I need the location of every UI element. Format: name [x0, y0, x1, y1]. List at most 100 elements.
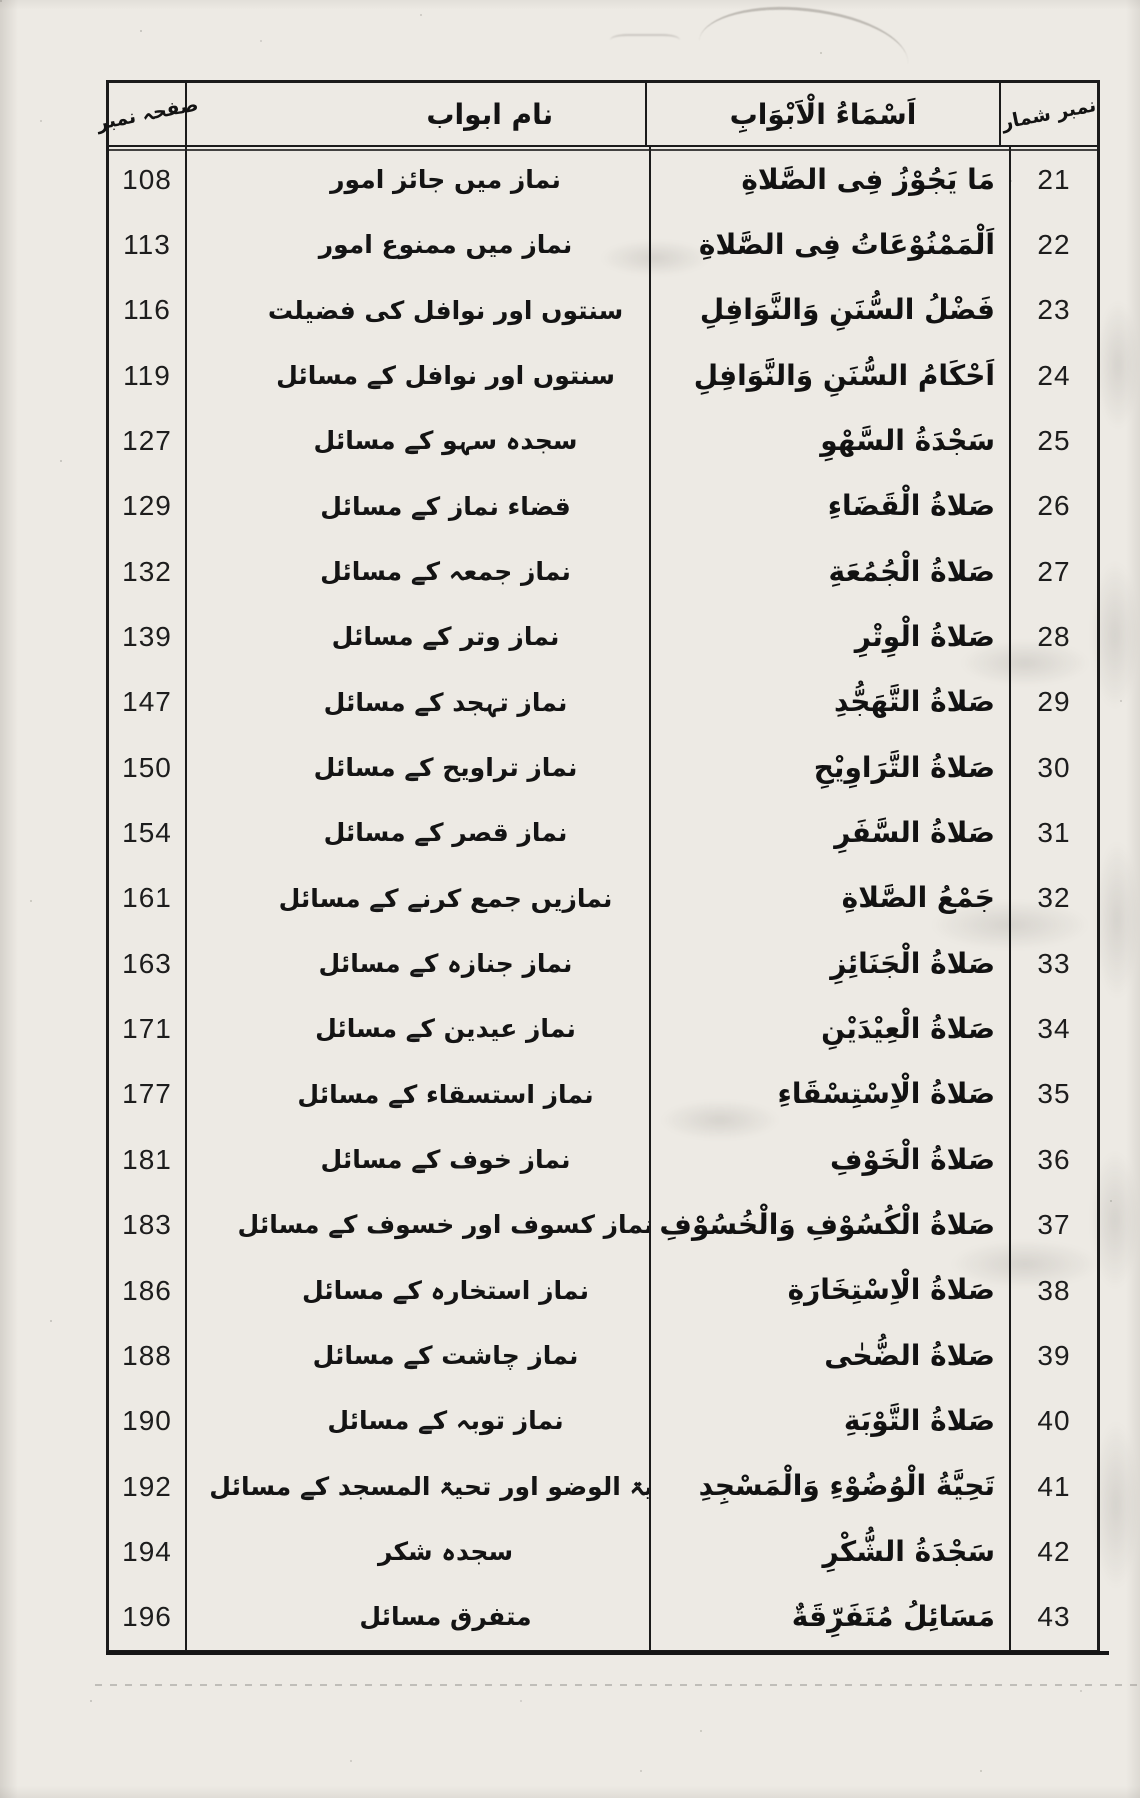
cell-chapter-arabic: صَلاةُ التَّهَجُّدِ: [649, 669, 1009, 736]
chapter-title-arabic: اَلْمَمْنُوْعَاتُ فِى الصَّلاةِ: [698, 227, 995, 261]
chapter-title-urdu: نماز قصر کے مسائل: [323, 818, 568, 848]
cell-chapter-urdu: نماز تہجد کے مسائل: [185, 669, 649, 736]
cell-serial-number: 22: [1009, 212, 1097, 278]
cell-chapter-arabic: صَلاةُ الْكُسُوْفِ وَالْخُسُوْفِ: [649, 1192, 1009, 1258]
cell-chapter-urdu: متفرق مسائل: [185, 1584, 649, 1650]
header-chapter-name-urdu-label: نام ابواب: [426, 97, 554, 131]
chapter-title-arabic: صَلاةُ الْكُسُوْفِ وَالْخُسُوْفِ: [659, 1208, 995, 1242]
header-serial-number: نمبر شمار: [999, 83, 1098, 145]
cell-serial-number: 21: [1009, 147, 1097, 213]
cell-page-number: 186: [109, 1258, 185, 1323]
serial-number: 38: [1037, 1274, 1071, 1306]
toc-table: صفحہ نمبر نام ابواب اَسْمَاءُ الْاَبْوَا…: [94, 80, 1109, 1655]
cell-chapter-urdu: نماز جنازہ کے مسائل: [185, 931, 649, 997]
table-row: 129 قضاء نماز کے مسائل صَلاةُ الْقَضَاءِ…: [109, 473, 1097, 540]
cell-chapter-urdu: نماز میں جائز امور: [185, 147, 649, 213]
table-row: 127 سجدہ سہو کے مسائل سَجْدَةُ السَّهْوِ…: [109, 408, 1097, 474]
serial-number: 32: [1037, 882, 1071, 914]
cell-serial-number: 37: [1009, 1192, 1097, 1258]
cell-chapter-arabic: جَمْعُ الصَّلاةِ: [649, 865, 1009, 932]
chapter-title-arabic: صَلاةُ الْقَضَاءِ: [827, 489, 995, 523]
table-row: 147 نماز تہجد کے مسائل صَلاةُ التَّهَجُّ…: [109, 669, 1097, 736]
chapter-title-arabic: صَلاةُ الْاِسْتِخَارَةِ: [787, 1273, 995, 1307]
serial-number: 31: [1037, 817, 1071, 849]
cell-serial-number: 29: [1009, 669, 1097, 736]
chapter-title-arabic: سَجْدَةُ الشُّكْرِ: [822, 1534, 995, 1568]
cell-page-number: 177: [109, 1062, 185, 1127]
cell-page-number: 116: [109, 278, 185, 343]
serial-number: 30: [1037, 751, 1071, 783]
page-number: 161: [122, 882, 172, 914]
table-row: 116 سنتوں اور نوافل کی فضیلت فَضْلُ السُ…: [109, 277, 1097, 344]
page-number: 150: [122, 751, 172, 783]
cell-page-number: 183: [109, 1193, 185, 1258]
cell-chapter-urdu: قضاء نماز کے مسائل: [185, 473, 649, 540]
chapter-title-arabic: صَلاةُ التَّهَجُّدِ: [834, 685, 995, 719]
scan-echo-line: [95, 1684, 1140, 1686]
serial-number: 21: [1037, 163, 1071, 195]
cell-chapter-arabic: صَلاةُ السَّفَرِ: [649, 800, 1009, 866]
table-row: 171 نماز عیدین کے مسائل صَلاةُ الْعِيْدَ…: [109, 996, 1097, 1062]
table-row: 119 سنتوں اور نوافل کے مسائل اَحْكَامُ ا…: [109, 343, 1097, 409]
table-row: 177 نماز استسقاء کے مسائل صَلاةُ الْاِسْ…: [109, 1061, 1097, 1128]
bleed-through-smudge: [1096, 300, 1140, 430]
cell-chapter-arabic: صَلاةُ الْعِيْدَيْنِ: [649, 996, 1009, 1062]
chapter-title-urdu: قضاء نماز کے مسائل: [320, 491, 571, 521]
cell-serial-number: 30: [1009, 735, 1097, 801]
chapter-title-arabic: جَمْعُ الصَّلاةِ: [841, 881, 995, 915]
page-number: 190: [122, 1405, 172, 1437]
chapter-title-urdu: نماز تہجد کے مسائل: [323, 687, 568, 717]
table-header-row: صفحہ نمبر نام ابواب اَسْمَاءُ الْاَبْوَا…: [94, 83, 1098, 151]
chapter-title-urdu: نماز توبہ کے مسائل: [327, 1406, 564, 1436]
serial-number: 29: [1037, 686, 1071, 718]
page-number: 171: [122, 1013, 172, 1045]
table-row: 161 نمازیں جمع کرنے کے مسائل جَمْعُ الصَ…: [109, 865, 1097, 932]
table-row: 194 سجدہ شکر سَجْدَةُ الشُّكْرِ 42: [109, 1519, 1097, 1585]
page-number: 119: [123, 359, 171, 391]
header-chapter-name-urdu: نام ابواب: [185, 83, 645, 145]
cell-chapter-arabic: صَلاةُ الْاِسْتِسْقَاءِ: [649, 1061, 1009, 1128]
chapter-title-urdu: متفرق مسائل: [359, 1602, 532, 1632]
chapter-title-arabic: صَلاةُ الْوِتْرِ: [854, 619, 995, 653]
chapter-title-urdu: نماز چاشت کے مسائل: [312, 1341, 579, 1371]
cell-serial-number: 35: [1009, 1061, 1097, 1128]
cell-serial-number: 24: [1009, 343, 1097, 409]
cell-serial-number: 27: [1009, 539, 1097, 605]
page-number: 147: [122, 686, 172, 718]
chapter-title-urdu: نماز استخارہ کے مسائل: [301, 1275, 590, 1305]
chapter-title-urdu: نماز میں جائز امور: [330, 164, 561, 194]
cell-chapter-arabic: صَلاةُ التَّوْبَةِ: [649, 1388, 1009, 1454]
chapter-title-arabic: صَلاةُ الْجُمُعَةِ: [828, 554, 995, 588]
cell-chapter-urdu: نماز استخارہ کے مسائل: [185, 1257, 649, 1324]
cell-chapter-urdu: سنتوں اور نوافل کی فضیلت: [185, 277, 649, 344]
cell-chapter-arabic: صَلاةُ الْقَضَاءِ: [649, 473, 1009, 540]
table-row: 190 نماز توبہ کے مسائل صَلاةُ التَّوْبَة…: [109, 1388, 1097, 1454]
cell-page-number: 129: [109, 474, 185, 539]
paper-specks: [0, 0, 2, 2]
page-number: 181: [122, 1143, 172, 1175]
cell-page-number: 192: [109, 1454, 185, 1519]
page-number: 113: [123, 229, 171, 261]
cell-serial-number: 34: [1009, 996, 1097, 1062]
cell-chapter-arabic: صَلاةُ الضُّحٰى: [649, 1323, 1009, 1389]
cell-chapter-urdu: نماز وتر کے مسائل: [185, 604, 649, 670]
cell-serial-number: 40: [1009, 1388, 1097, 1454]
chapter-title-urdu: نماز جمعہ کے مسائل: [320, 556, 571, 586]
cell-serial-number: 43: [1009, 1584, 1097, 1650]
serial-number: 43: [1037, 1601, 1071, 1633]
cell-chapter-urdu: نماز قصر کے مسائل: [185, 800, 649, 866]
chapter-title-urdu: نمازیں جمع کرنے کے مسائل: [278, 883, 613, 913]
cell-chapter-urdu: تحیۃ الوضو اور تحیۃ المسجد کے مسائل: [185, 1453, 649, 1520]
page-number: 177: [122, 1078, 172, 1110]
cell-chapter-arabic: صَلاةُ الْجُمُعَةِ: [649, 539, 1009, 605]
serial-number: 22: [1037, 229, 1071, 261]
page-number: 196: [122, 1601, 172, 1633]
page-number: 188: [122, 1339, 172, 1371]
cell-chapter-urdu: نمازیں جمع کرنے کے مسائل: [185, 865, 649, 932]
cell-serial-number: 33: [1009, 931, 1097, 997]
cell-chapter-arabic: تَحِيَّةُ الْوُضُوْءِ وَالْمَسْجِدِ: [649, 1453, 1009, 1520]
cell-chapter-arabic: مَا يَجُوْزُ فِى الصَّلاةِ: [649, 147, 1009, 213]
cell-serial-number: 31: [1009, 800, 1097, 866]
page-number: 116: [123, 294, 171, 326]
